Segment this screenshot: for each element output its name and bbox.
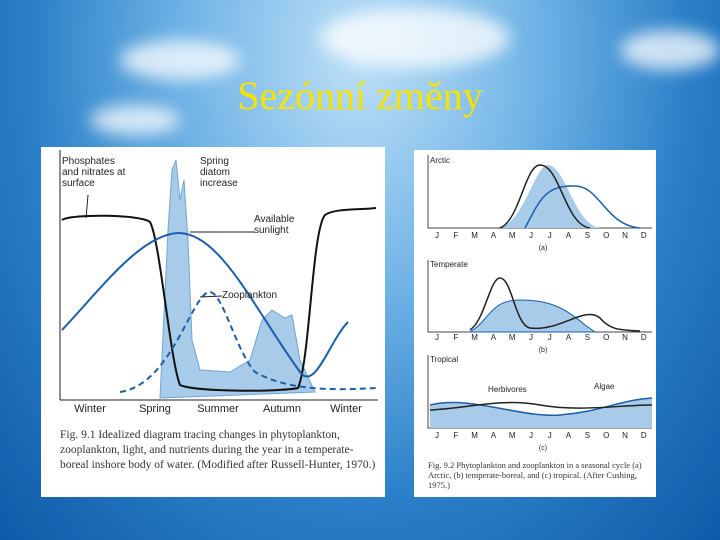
- month-label: M: [509, 333, 516, 342]
- season-label: Winter: [330, 403, 362, 415]
- pointer: [199, 295, 223, 298]
- month-label: N: [622, 431, 628, 440]
- month-label: S: [585, 231, 590, 240]
- nutrient-curve: [61, 207, 377, 392]
- panel-name: Tropical: [430, 355, 458, 364]
- cloud: [620, 30, 720, 70]
- pointer: [85, 194, 89, 219]
- figure-1-plot: [59, 150, 378, 401]
- month-label: O: [603, 431, 609, 440]
- season-label: Summer: [197, 403, 239, 415]
- month-label: S: [585, 431, 590, 440]
- month-label: N: [622, 333, 628, 342]
- figure-2-plots: [427, 155, 653, 429]
- month-label: M: [471, 333, 478, 342]
- month-label: J: [529, 231, 533, 240]
- season-label: Spring: [139, 403, 171, 415]
- panel-tag: (c): [539, 445, 547, 452]
- cloud: [120, 40, 240, 80]
- month-label: A: [566, 333, 572, 342]
- cloud: [90, 105, 180, 135]
- panel-name: Arctic: [430, 156, 450, 165]
- month-label: F: [453, 333, 458, 342]
- month-label: N: [622, 231, 628, 240]
- month-label: A: [491, 231, 497, 240]
- month-label: A: [566, 231, 572, 240]
- month-label: J: [529, 333, 533, 342]
- month-label: A: [566, 431, 572, 440]
- cloud: [320, 8, 510, 68]
- panel-tag: (b): [539, 347, 548, 354]
- month-label: D: [641, 431, 647, 440]
- zooplankton-curve: [119, 290, 377, 393]
- month-label: M: [471, 231, 478, 240]
- month-label: O: [603, 333, 609, 342]
- sunlight-curve: [61, 231, 349, 378]
- month-label: O: [603, 231, 609, 240]
- month-label: J: [435, 431, 439, 440]
- month-label: D: [641, 231, 647, 240]
- month-label: J: [435, 231, 439, 240]
- month-label: F: [453, 231, 458, 240]
- slide-title: Sezónní změny: [237, 73, 483, 118]
- caption: Fig. 9.1 Idealized diagram tracing chang…: [60, 429, 376, 471]
- month-label: J: [548, 333, 552, 342]
- label: Phosphates and nitrates at surface: [62, 156, 126, 189]
- caption: Fig. 9.2 Phytoplankton and zooplankton i…: [428, 460, 642, 490]
- month-label: J: [548, 431, 552, 440]
- month-label: M: [509, 431, 516, 440]
- panel-tag: (a): [539, 245, 548, 252]
- season-label: Winter: [74, 403, 106, 415]
- month-label: F: [453, 431, 458, 440]
- figure-1: [41, 147, 385, 497]
- label: Available sunlight: [254, 214, 295, 236]
- label: Spring diatom increase: [200, 156, 238, 189]
- month-label: M: [471, 431, 478, 440]
- month-label: D: [641, 333, 647, 342]
- month-label: J: [435, 333, 439, 342]
- label: Zooplankton: [222, 290, 277, 301]
- panel-name: Temperate: [430, 260, 468, 269]
- month-label: A: [491, 431, 497, 440]
- month-label: S: [585, 333, 590, 342]
- month-label: A: [491, 333, 497, 342]
- season-label: Autumn: [263, 403, 301, 415]
- month-label: J: [529, 431, 533, 440]
- month-label: M: [509, 231, 516, 240]
- month-label: J: [548, 231, 552, 240]
- label: Algae: [594, 382, 615, 391]
- label: Herbivores: [488, 385, 527, 394]
